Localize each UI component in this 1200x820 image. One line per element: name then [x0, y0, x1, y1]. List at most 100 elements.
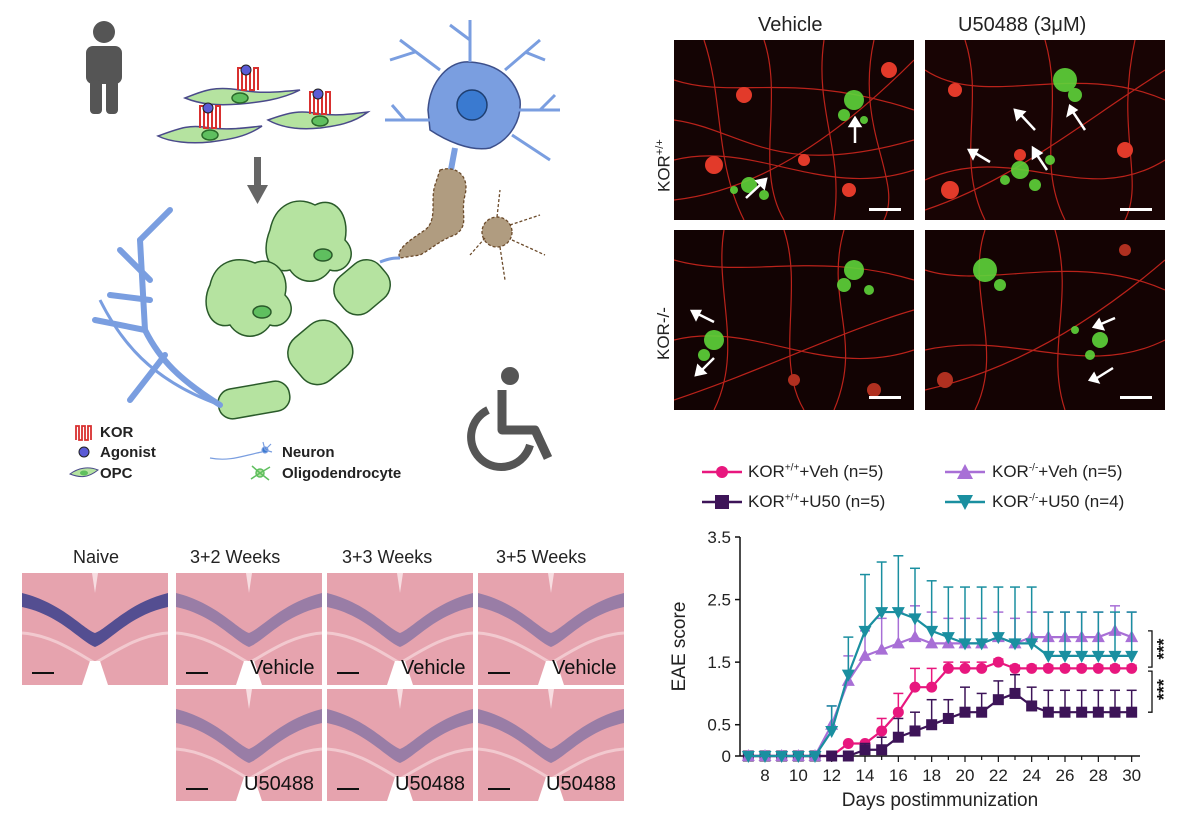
- x-tick-label: 22: [989, 766, 1008, 785]
- row-label-kor-wt-sup: +/+: [654, 139, 666, 156]
- data-point: [1076, 662, 1088, 674]
- data-point: [741, 751, 755, 763]
- legend-series-3-tail: +Veh (n=5): [1038, 462, 1123, 481]
- data-point: [875, 607, 889, 620]
- data-point: [875, 642, 889, 655]
- micrograph-ko-vehicle: [674, 230, 914, 410]
- data-point: [891, 607, 905, 620]
- scale-bar: [337, 672, 359, 674]
- histology-section-art: [176, 689, 322, 801]
- data-point: [891, 636, 905, 649]
- micrograph-ko-vehicle-art: [674, 230, 914, 410]
- label-u50488-5w: U50488: [546, 773, 617, 795]
- legend-kor-label: KOR: [100, 424, 134, 441]
- series-1: [742, 656, 1138, 762]
- legend-series-3-base: KOR: [992, 462, 1029, 481]
- x-tick-label: 18: [922, 766, 941, 785]
- data-point: [858, 648, 872, 661]
- oligodendrocytes: [205, 200, 391, 420]
- series-3: [741, 605, 1139, 761]
- col-label-vehicle: Vehicle: [758, 14, 823, 36]
- data-point: [1058, 650, 1072, 663]
- legend-series-1-label: KOR+/++Veh (n=5): [748, 462, 883, 482]
- data-point: [1109, 706, 1121, 718]
- data-point: [975, 638, 989, 651]
- data-point: [1042, 706, 1054, 718]
- data-point: [992, 694, 1004, 706]
- data-point: [908, 613, 922, 626]
- row-label-kor-ko: KOR-/-: [654, 307, 673, 360]
- series-line: [748, 610, 1132, 758]
- x-tick-label: 8: [760, 766, 769, 785]
- legend-series-2-sup: +/+: [784, 492, 800, 504]
- axon-line: [98, 256, 401, 407]
- scale-bar: [186, 672, 208, 674]
- degenerating-axon: [398, 168, 546, 281]
- scale-bar: [488, 788, 510, 790]
- data-point: [959, 662, 971, 674]
- col-label-2w: 3+2 Weeks: [190, 547, 281, 567]
- data-point: [1126, 662, 1138, 674]
- eae-chart: 0 0.5 1.5 2.5 3.5 8 10 12 14 16 18 20 22 24 26 28 30 Days…: [669, 528, 1174, 811]
- data-point: [926, 681, 938, 693]
- histology-3w-vehicle: [327, 573, 473, 685]
- data-point: [1008, 638, 1022, 651]
- histology-panel: Naive 3+2 Weeks 3+3 Weeks 3+5 Weeks Vehi…: [0, 535, 640, 820]
- histology-3w-u50488: [327, 689, 473, 801]
- legend-series-3-label: KOR-/-+Veh (n=5): [992, 462, 1122, 482]
- data-point: [959, 706, 971, 718]
- row-label-kor-wt: KOR+/+: [654, 139, 675, 192]
- label-vehicle-2w: Vehicle: [250, 657, 315, 679]
- scale-bar: [337, 788, 359, 790]
- x-tick-label: 30: [1122, 766, 1141, 785]
- data-point: [1126, 706, 1138, 718]
- legend-neuron-glyph: [209, 441, 273, 460]
- arrow-down-icon: [247, 157, 268, 204]
- data-point: [841, 669, 855, 682]
- micrograph-wt-vehicle-art: [674, 40, 914, 220]
- scale-bar: [32, 672, 54, 674]
- legend-series-2-marker: [702, 495, 742, 509]
- y-tick-label: 0.5: [707, 716, 731, 735]
- data-point: [909, 681, 921, 693]
- legend-series-1-sup: +/+: [784, 462, 800, 474]
- micrograph-wt-vehicle: [674, 40, 914, 220]
- significance-bracket-bottom: [1148, 670, 1153, 713]
- histology-naive: [22, 573, 168, 685]
- data-point: [858, 625, 872, 638]
- x-tick-label: 14: [856, 766, 875, 785]
- histology-section-art: [176, 573, 322, 685]
- label-u50488-2w: U50488: [244, 773, 315, 795]
- x-tick-label: 26: [1056, 766, 1075, 785]
- data-point: [925, 625, 939, 638]
- data-point: [842, 737, 854, 749]
- label-vehicle-5w: Vehicle: [552, 657, 617, 679]
- histology-5w-vehicle: [478, 573, 624, 685]
- data-point: [892, 706, 904, 718]
- legend-kor-glyph: [75, 425, 92, 441]
- scale-bar: [869, 208, 901, 211]
- row-label-kor-wt-base: KOR: [654, 155, 674, 192]
- legend-series-2-label: KOR+/++U50 (n=5): [748, 492, 885, 512]
- legend-series-1: [702, 462, 742, 487]
- data-point: [1026, 700, 1038, 712]
- histology-section-art: [22, 573, 168, 685]
- schematic-panel: KOR Agonist OPC Neuron Oligodendrocyte: [0, 0, 640, 500]
- data-point: [1092, 706, 1104, 718]
- eae-chart-panel: KOR+/++Veh (n=5) KOR+/++U50 (n=5) KOR-/-…: [640, 450, 1200, 820]
- col-label-u50488-text: U50488 (3: [958, 14, 1052, 36]
- data-point: [775, 751, 789, 763]
- data-point: [976, 662, 988, 674]
- histology-section-art: [478, 573, 624, 685]
- y-tick-label: 0: [722, 747, 731, 766]
- data-point: [842, 750, 854, 762]
- col-label-u50488-mu: μ: [1051, 14, 1063, 36]
- micrograph-ko-u50488: [925, 230, 1165, 410]
- series-2: [742, 673, 1138, 762]
- series-4: [741, 555, 1139, 763]
- significance-marker: ***: [1154, 679, 1174, 700]
- col-label-5w: 3+5 Weeks: [496, 547, 587, 567]
- data-point: [1009, 662, 1021, 674]
- y-axis-label: EAE score: [669, 602, 690, 692]
- scale-bar: [1120, 396, 1152, 399]
